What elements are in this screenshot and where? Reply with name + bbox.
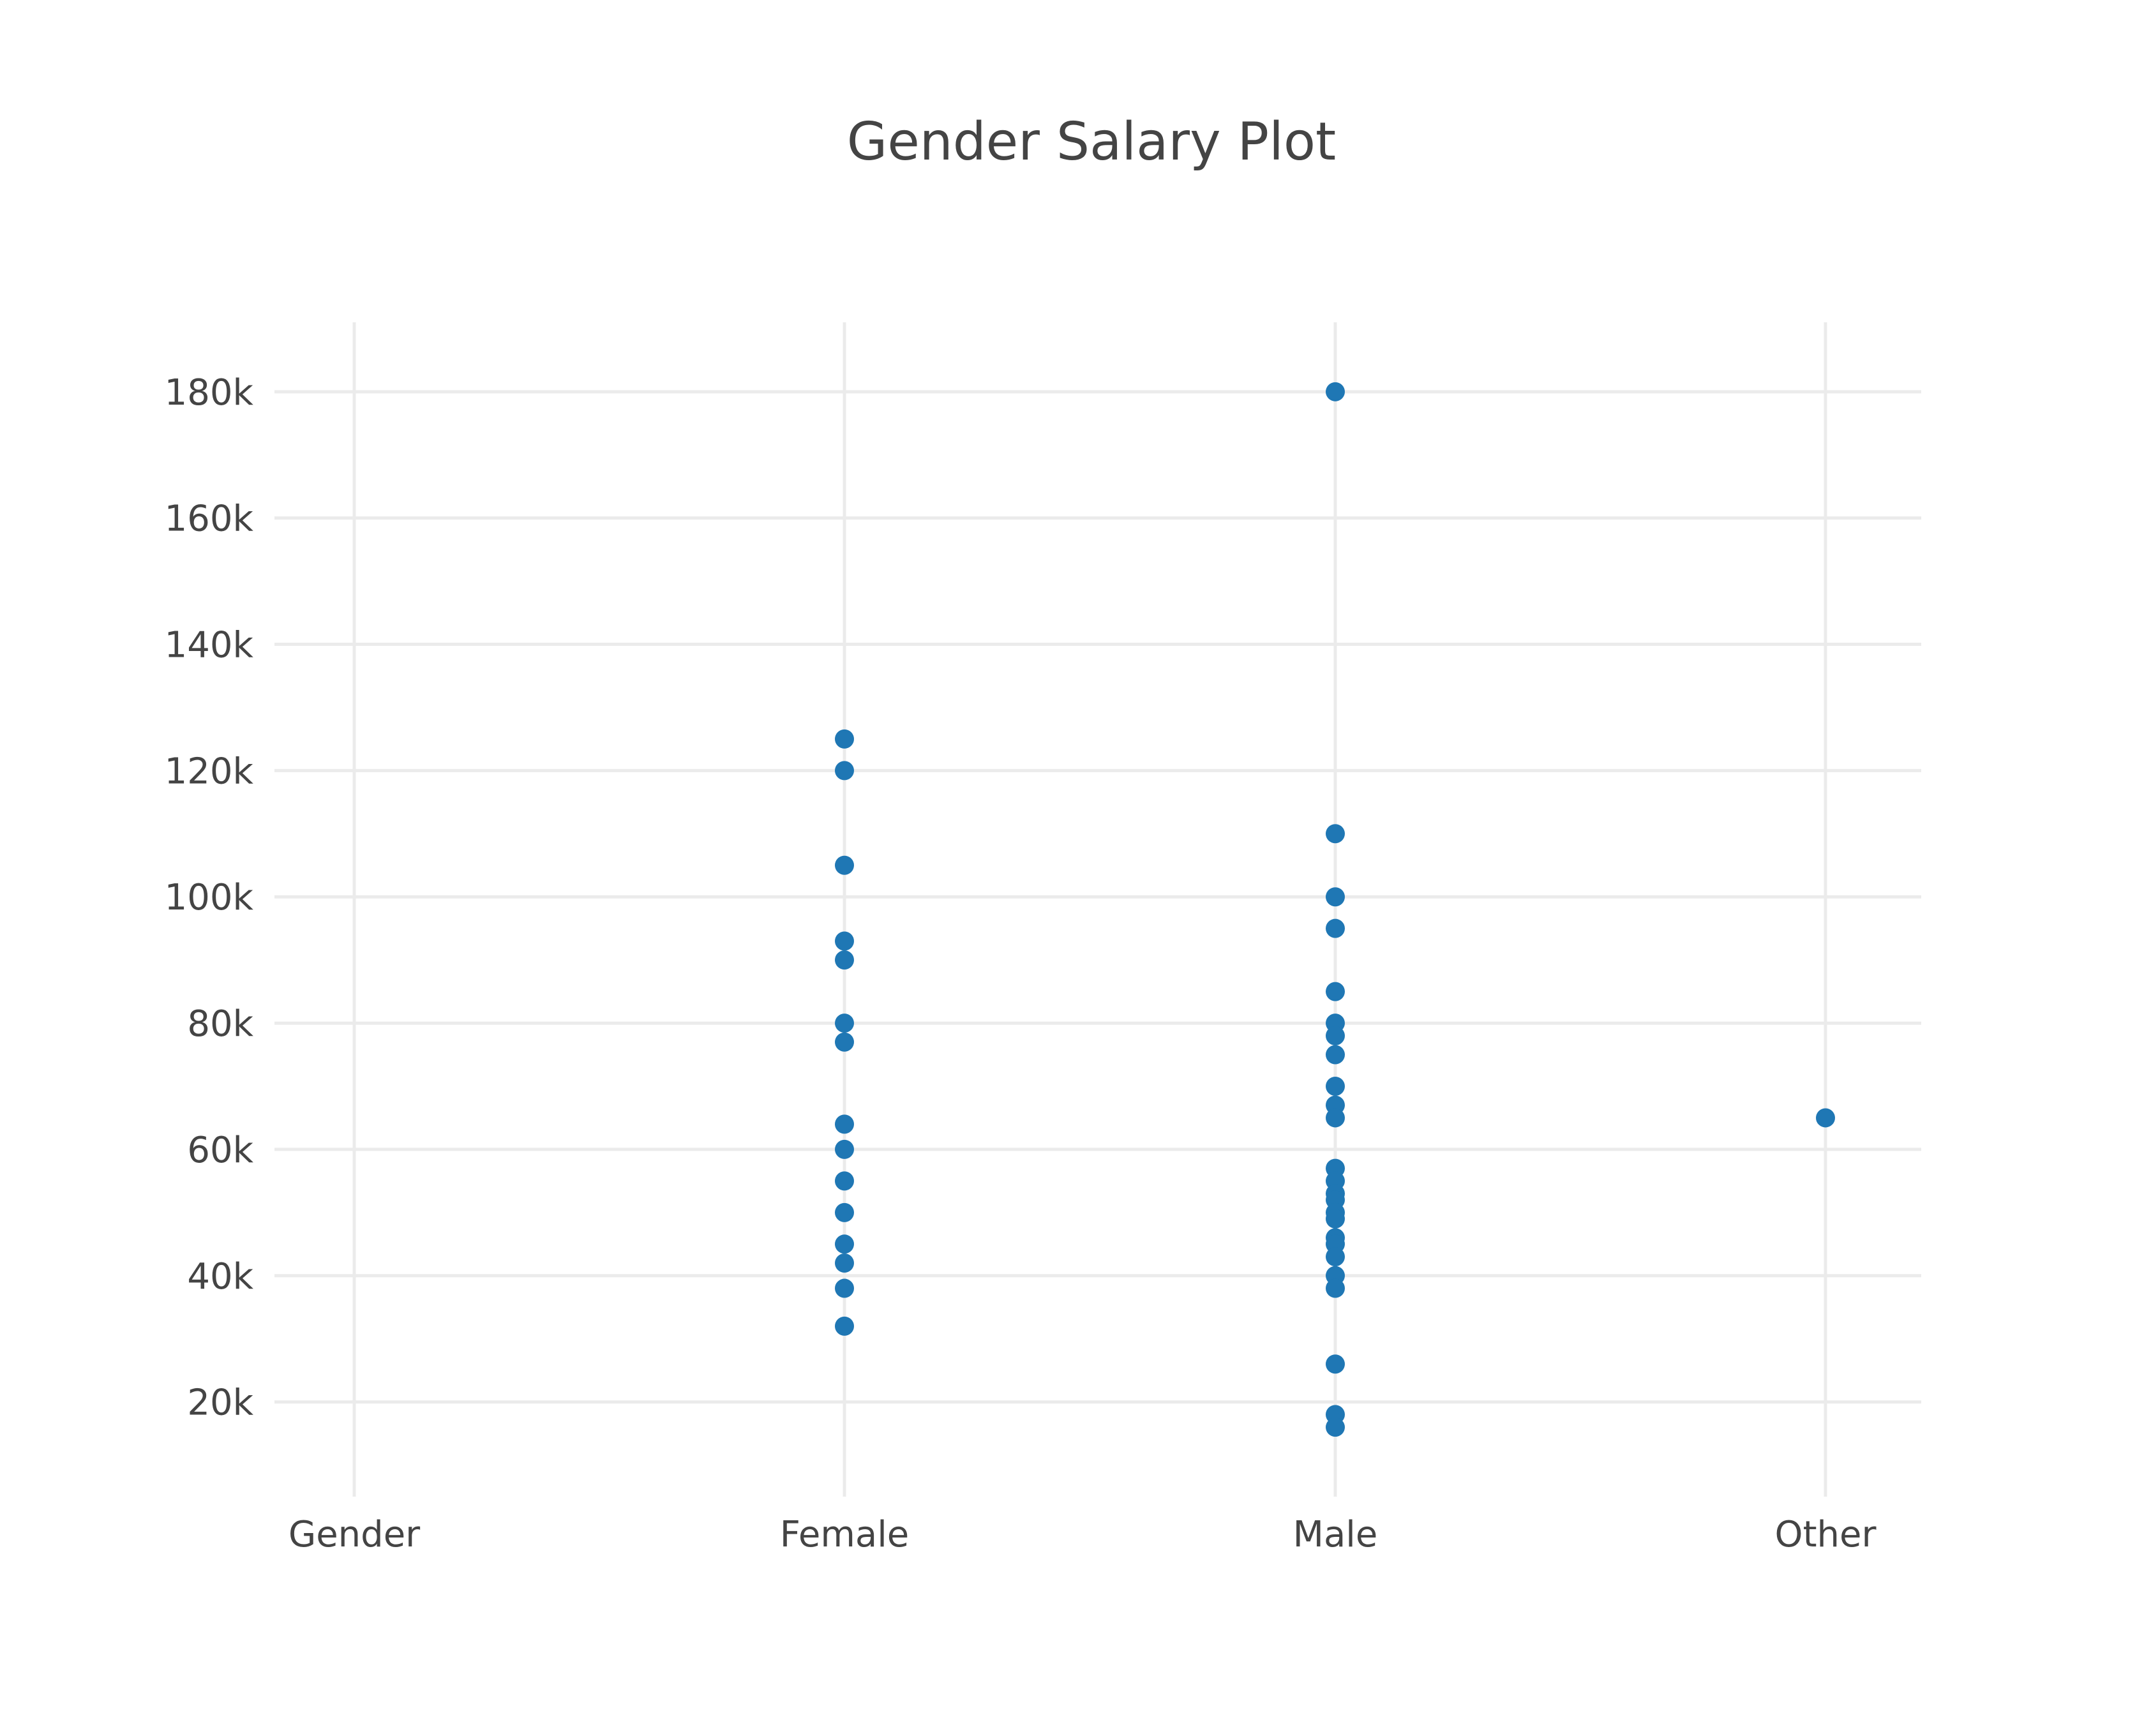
y-tick-label: 20k <box>187 1382 253 1424</box>
data-points <box>835 382 1835 1437</box>
y-tick-label: 180k <box>165 372 254 414</box>
data-point[interactable] <box>835 1014 854 1033</box>
data-point[interactable] <box>1326 1209 1345 1229</box>
data-point[interactable] <box>1326 887 1345 907</box>
data-point[interactable] <box>1326 1278 1345 1298</box>
y-tick-label: 120k <box>165 751 254 792</box>
data-point[interactable] <box>835 1171 854 1191</box>
data-point[interactable] <box>1326 824 1345 844</box>
y-tick-label: 80k <box>187 1003 253 1045</box>
x-tick-label: Other <box>1774 1514 1877 1555</box>
y-tick-label: 40k <box>187 1256 253 1298</box>
data-point[interactable] <box>835 931 854 951</box>
data-point[interactable] <box>1326 382 1345 401</box>
x-axis-ticks: Gender Female Male Other <box>289 1514 1877 1555</box>
data-point[interactable] <box>835 1114 854 1134</box>
data-point[interactable] <box>835 1234 854 1254</box>
data-point[interactable] <box>835 1032 854 1052</box>
data-point[interactable] <box>1326 918 1345 938</box>
data-point[interactable] <box>835 950 854 970</box>
x-tick-label: Female <box>780 1514 909 1555</box>
x-tick-label: Gender <box>289 1514 421 1555</box>
data-point[interactable] <box>1326 1026 1345 1045</box>
y-tick-label: 140k <box>165 625 254 666</box>
data-point[interactable] <box>1326 1247 1345 1267</box>
data-point[interactable] <box>835 1253 854 1273</box>
data-point[interactable] <box>1326 1418 1345 1437</box>
data-point[interactable] <box>835 761 854 781</box>
data-point[interactable] <box>835 1202 854 1222</box>
y-tick-label: 60k <box>187 1130 253 1171</box>
data-point[interactable] <box>835 1139 854 1159</box>
data-point[interactable] <box>835 1316 854 1336</box>
chart-title: Gender Salary Plot <box>847 112 1336 172</box>
data-point[interactable] <box>835 855 854 875</box>
y-tick-label: 100k <box>165 877 254 918</box>
x-tick-label: Male <box>1293 1514 1378 1555</box>
data-point[interactable] <box>835 729 854 749</box>
y-tick-label: 160k <box>165 498 254 540</box>
y-axis-ticks: 20k 40k 60k 80k 100k 120k 140k 160k 180k <box>165 372 254 1424</box>
grid-layer <box>274 322 1921 1497</box>
data-point[interactable] <box>1326 1045 1345 1065</box>
data-point[interactable] <box>1326 982 1345 1001</box>
data-point[interactable] <box>1816 1108 1835 1128</box>
data-point[interactable] <box>835 1278 854 1298</box>
data-point[interactable] <box>1326 1354 1345 1374</box>
data-point[interactable] <box>1326 1108 1345 1128</box>
data-point[interactable] <box>1326 1076 1345 1096</box>
